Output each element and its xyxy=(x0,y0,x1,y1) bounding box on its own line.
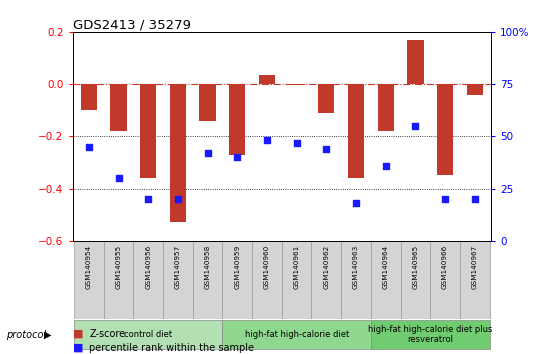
Text: GSM140956: GSM140956 xyxy=(145,245,151,289)
Text: GSM140967: GSM140967 xyxy=(472,245,478,289)
Text: GSM140964: GSM140964 xyxy=(383,245,389,289)
Bar xyxy=(437,84,453,176)
Text: protocol: protocol xyxy=(6,330,46,339)
Text: GSM140965: GSM140965 xyxy=(412,245,418,289)
FancyBboxPatch shape xyxy=(223,241,252,319)
Bar xyxy=(348,84,364,178)
Text: GSM140958: GSM140958 xyxy=(205,245,210,289)
FancyBboxPatch shape xyxy=(104,241,133,319)
FancyBboxPatch shape xyxy=(252,241,282,319)
Point xyxy=(144,196,153,202)
Text: control diet: control diet xyxy=(124,330,172,339)
FancyBboxPatch shape xyxy=(163,241,193,319)
FancyBboxPatch shape xyxy=(133,241,163,319)
Point xyxy=(84,144,93,149)
Text: GSM140961: GSM140961 xyxy=(294,245,300,289)
Point xyxy=(411,123,420,129)
Point xyxy=(262,138,271,143)
Bar xyxy=(378,84,394,131)
FancyBboxPatch shape xyxy=(371,241,401,319)
Point xyxy=(174,196,182,202)
FancyBboxPatch shape xyxy=(460,241,489,319)
FancyBboxPatch shape xyxy=(223,320,371,349)
FancyBboxPatch shape xyxy=(311,241,341,319)
Bar xyxy=(229,84,246,155)
Point xyxy=(203,150,212,156)
FancyBboxPatch shape xyxy=(341,241,371,319)
Bar xyxy=(288,84,305,85)
Bar xyxy=(140,84,156,178)
Point xyxy=(114,175,123,181)
Text: GSM140955: GSM140955 xyxy=(116,245,122,289)
Text: high-fat high-calorie diet: high-fat high-calorie diet xyxy=(244,330,349,339)
Point xyxy=(441,196,450,202)
FancyBboxPatch shape xyxy=(430,241,460,319)
Text: GSM140963: GSM140963 xyxy=(353,245,359,289)
Point xyxy=(381,163,390,169)
Point xyxy=(233,154,242,160)
Text: GSM140954: GSM140954 xyxy=(86,245,92,289)
Text: GDS2413 / 35279: GDS2413 / 35279 xyxy=(73,19,190,32)
Text: GSM140962: GSM140962 xyxy=(323,245,329,289)
Text: ■: ■ xyxy=(73,343,83,353)
Point xyxy=(322,146,331,152)
FancyBboxPatch shape xyxy=(74,241,104,319)
FancyBboxPatch shape xyxy=(371,320,489,349)
Text: percentile rank within the sample: percentile rank within the sample xyxy=(89,343,254,353)
Text: ▶: ▶ xyxy=(44,330,51,339)
FancyBboxPatch shape xyxy=(401,241,430,319)
FancyBboxPatch shape xyxy=(282,241,311,319)
Bar xyxy=(466,84,483,95)
Point xyxy=(470,196,479,202)
Text: GSM140960: GSM140960 xyxy=(264,245,270,289)
Bar xyxy=(199,84,216,121)
Text: ■: ■ xyxy=(73,329,83,339)
Text: Z-score: Z-score xyxy=(89,329,126,339)
Bar xyxy=(81,84,97,110)
Text: high-fat high-calorie diet plus
resveratrol: high-fat high-calorie diet plus resverat… xyxy=(368,325,492,344)
Point xyxy=(352,200,360,206)
FancyBboxPatch shape xyxy=(193,241,223,319)
Text: GSM140959: GSM140959 xyxy=(234,245,240,289)
Bar xyxy=(170,84,186,222)
Bar xyxy=(259,75,275,84)
Bar xyxy=(407,40,424,84)
Point xyxy=(292,140,301,145)
Bar xyxy=(318,84,334,113)
Text: GSM140957: GSM140957 xyxy=(175,245,181,289)
FancyBboxPatch shape xyxy=(74,320,223,349)
Bar xyxy=(110,84,127,131)
Text: GSM140966: GSM140966 xyxy=(442,245,448,289)
